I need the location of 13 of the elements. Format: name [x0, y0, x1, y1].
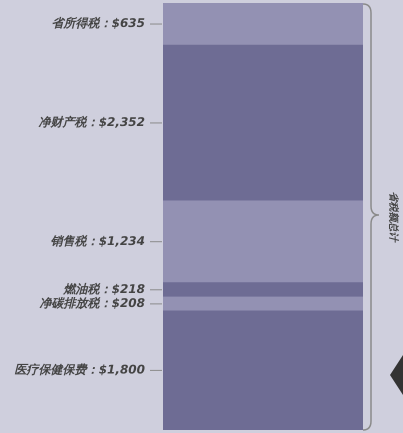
data-label: 省所得税：$635 [52, 16, 145, 30]
bar [163, 200, 363, 283]
data-label: 销售税：$1,234 [50, 234, 145, 248]
bar [163, 44, 363, 202]
data-label: 燃油税：$218 [62, 282, 145, 296]
bar [163, 296, 363, 312]
bar [163, 310, 363, 430]
data-label: 医疗保健保费：$1,800 [14, 362, 145, 377]
text: 省税额总计 [387, 192, 400, 244]
data-label: 净财产税：$2,352 [38, 115, 145, 130]
bar [163, 3, 363, 46]
data-label: 净碳排放税：$208 [38, 296, 145, 310]
bar [163, 282, 363, 298]
